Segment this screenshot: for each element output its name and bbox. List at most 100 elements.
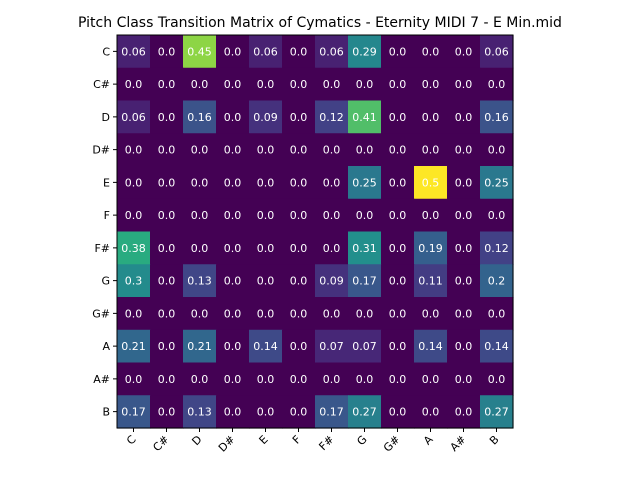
heatmap-cell (183, 395, 217, 429)
cell-value-label: 0.0 (224, 45, 242, 58)
cell-value-label: 0.0 (389, 242, 407, 255)
heatmap-cell (282, 362, 316, 396)
heatmap-cell (150, 362, 184, 396)
x-tick-label: C (124, 433, 139, 448)
heatmap-cell (348, 297, 382, 331)
heatmap-cell (447, 264, 481, 298)
chart-title: Pitch Class Transition Matrix of Cymatic… (78, 15, 562, 31)
heatmap-cell (315, 329, 349, 364)
heatmap-cell (117, 198, 151, 233)
heatmap-cells (117, 35, 514, 429)
heatmap-cell (249, 198, 283, 233)
heatmap-cell (282, 100, 316, 134)
heatmap-cell (414, 329, 448, 364)
heatmap-cell (183, 198, 217, 233)
heatmap-cell (282, 198, 316, 233)
heatmap-cell (381, 329, 415, 364)
heatmap-cell (216, 35, 250, 69)
x-tick-label: D# (216, 433, 238, 455)
cell-value-label: 0.0 (488, 307, 506, 320)
heatmap-cell (480, 231, 514, 265)
x-tick-label: A (421, 433, 436, 448)
cell-value-label: 0.0 (191, 144, 209, 157)
cell-value-label: 0.09 (319, 275, 344, 288)
cell-value-label: 0.0 (158, 242, 176, 255)
heatmap-cell (348, 35, 382, 69)
x-tick-label: G# (381, 433, 403, 455)
cell-value-label: 0.0 (158, 209, 176, 222)
cell-value-label: 0.12 (484, 242, 509, 255)
heatmap-cell (282, 329, 316, 364)
heatmap-cell (249, 166, 283, 200)
cell-value-label: 0.0 (158, 45, 176, 58)
cell-value-label: 0.0 (488, 144, 506, 157)
cell-value-label: 0.0 (257, 275, 275, 288)
cell-value-label: 0.0 (389, 45, 407, 58)
cell-value-label: 0.0 (158, 406, 176, 419)
heatmap-cell (315, 297, 349, 331)
cell-value-label: 0.0 (488, 78, 506, 91)
heatmap-cell (282, 395, 316, 429)
heatmap-cell (216, 67, 250, 102)
heatmap-cell (282, 35, 316, 69)
cell-value-label: 0.06 (484, 45, 509, 58)
cell-value-label: 0.0 (158, 340, 176, 353)
cell-value-label: 0.0 (125, 209, 143, 222)
heatmap-cell (315, 100, 349, 134)
heatmap-cell (249, 395, 283, 429)
cell-value-label: 0.0 (455, 307, 473, 320)
cell-value-label: 0.45 (187, 45, 212, 58)
x-tick-label: B (487, 433, 502, 448)
cell-value-label: 0.0 (290, 78, 308, 91)
cell-value-label: 0.0 (455, 209, 473, 222)
cell-value-label: 0.0 (224, 209, 242, 222)
heatmap-cell (480, 362, 514, 396)
heatmap-cell (315, 264, 349, 298)
heatmap-cell (315, 362, 349, 396)
heatmap-cell (150, 264, 184, 298)
cell-value-label: 0.0 (422, 144, 440, 157)
heatmap-cell (183, 362, 217, 396)
cell-value-label: 0.0 (323, 373, 341, 386)
cell-value-label: 0.27 (484, 406, 509, 419)
cell-value-label: 0.0 (224, 176, 242, 189)
cell-value-label: 0.0 (455, 275, 473, 288)
cell-value-label: 0.0 (323, 144, 341, 157)
cell-value-label: 0.0 (158, 275, 176, 288)
heatmap-cell (216, 362, 250, 396)
cell-value-label: 0.0 (224, 78, 242, 91)
heatmap-cell (315, 35, 349, 69)
cell-value-label: 0.0 (455, 406, 473, 419)
heatmap-cell (216, 395, 250, 429)
cell-value-label: 0.0 (455, 45, 473, 58)
y-tick-label: C# (93, 78, 110, 91)
heatmap-cell (183, 231, 217, 265)
y-tick-label: G# (92, 307, 110, 320)
cell-value-label: 0.0 (356, 144, 374, 157)
heatmap-cell (348, 133, 382, 167)
cell-value-label: 0.0 (488, 209, 506, 222)
x-tick-label: F (290, 433, 304, 447)
heatmap-cell (348, 166, 382, 200)
heatmap-cell (414, 264, 448, 298)
x-tick-label: C# (150, 433, 171, 454)
cell-value-label: 0.0 (455, 144, 473, 157)
cell-value-label: 0.0 (323, 176, 341, 189)
cell-value-label: 0.0 (158, 307, 176, 320)
heatmap-cell (282, 297, 316, 331)
heatmap-cell (150, 198, 184, 233)
heatmap-cell (150, 329, 184, 364)
cell-value-label: 0.0 (290, 340, 308, 353)
cell-value-label: 0.16 (484, 111, 509, 124)
cell-value-label: 0.0 (257, 406, 275, 419)
heatmap-cell (282, 133, 316, 167)
cell-value-label: 0.27 (352, 406, 377, 419)
cell-value-label: 0.0 (257, 144, 275, 157)
heatmap-cell (348, 231, 382, 265)
cell-value-label: 0.0 (455, 176, 473, 189)
cell-value-label: 0.12 (319, 111, 344, 124)
cell-value-label: 0.0 (224, 406, 242, 419)
heatmap-cell (348, 329, 382, 364)
heatmap-cell (216, 231, 250, 265)
